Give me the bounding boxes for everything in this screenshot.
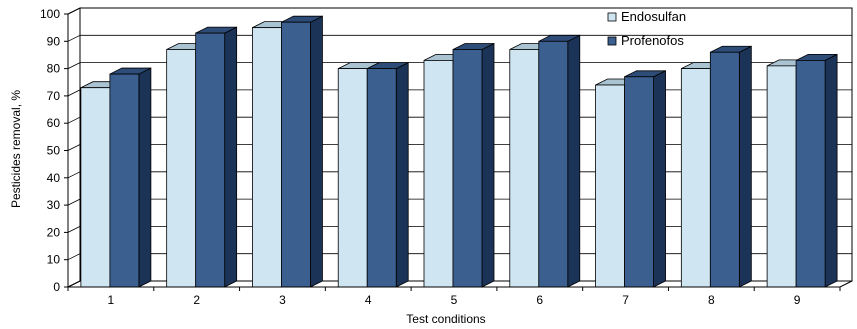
y-tick-label: 10	[47, 253, 61, 267]
x-tick-label: 1	[108, 293, 115, 307]
bar-side	[653, 70, 666, 288]
gridline-side	[67, 7, 81, 15]
x-tick-label: 7	[622, 293, 629, 307]
x-tick-label: 2	[193, 293, 200, 307]
gridline-side	[67, 253, 81, 261]
bar-side	[481, 42, 495, 288]
bar	[452, 42, 495, 288]
legend-swatch	[607, 12, 617, 22]
gridline-side	[67, 198, 81, 206]
y-tick-label: 50	[47, 144, 61, 158]
y-tick-label: 90	[47, 34, 61, 48]
y-tick-label: 60	[47, 116, 61, 130]
bar	[538, 34, 581, 288]
bar	[366, 61, 409, 288]
y-tick-label: 30	[47, 198, 61, 212]
bar-side	[310, 15, 323, 288]
bar-front	[80, 87, 111, 288]
x-tick-label: 3	[279, 293, 286, 307]
bar-front	[109, 73, 140, 288]
y-tick-label: 20	[47, 225, 61, 239]
bar-side	[395, 61, 409, 288]
bar-front	[423, 60, 454, 288]
x-tick-label: 9	[794, 293, 801, 307]
gridline-side	[67, 62, 81, 69]
bar	[109, 67, 152, 288]
gridline-side	[67, 226, 81, 233]
bar-side	[224, 26, 238, 288]
bar	[195, 26, 238, 288]
gridline-side	[67, 280, 81, 288]
legend-label: Endosulfan	[621, 9, 686, 24]
bar-front	[709, 51, 740, 288]
y-tick-label: 0	[53, 280, 60, 294]
bar-front	[252, 27, 282, 288]
bar-front	[795, 60, 826, 288]
x-tick-label: 6	[536, 293, 543, 307]
bar-side	[738, 45, 752, 288]
legend-swatch	[607, 36, 617, 46]
bar	[624, 70, 666, 288]
y-tick-label: 70	[47, 89, 61, 103]
y-tick-label: 80	[47, 62, 61, 76]
legend-label: Profenofos	[621, 33, 684, 48]
bar-front	[680, 68, 711, 288]
x-tick-label: 4	[365, 293, 372, 307]
x-axis-title: Test conditions	[406, 312, 485, 326]
x-tick-label: 8	[708, 293, 715, 307]
y-tick-label: 40	[47, 171, 61, 185]
bar-front	[766, 65, 797, 288]
axes-group: 0 10 20 30 40 50 60 70 80 90 100 1 2 3 4 5 6 7 8 9	[40, 7, 841, 307]
bars-group	[80, 15, 838, 288]
bar	[281, 15, 323, 288]
bar-front	[166, 49, 197, 288]
bar-side	[138, 67, 152, 288]
bar-front	[366, 68, 397, 288]
bar-front	[195, 32, 226, 288]
bar-side	[567, 34, 581, 288]
bar-front	[509, 49, 540, 288]
gridline-side	[67, 144, 81, 151]
y-tick-label: 100	[40, 7, 60, 21]
bar-front	[452, 49, 483, 288]
bar-side	[824, 53, 838, 288]
bar	[795, 53, 838, 288]
bar-front	[595, 84, 625, 288]
bar-front	[538, 40, 569, 288]
legend: Endosulfan Profenofos	[607, 9, 686, 48]
bar	[709, 45, 752, 288]
gridline-side	[67, 89, 81, 97]
bar-front	[624, 76, 654, 288]
gridline-side	[67, 171, 81, 179]
bar-front	[337, 68, 368, 288]
x-tick-label: 5	[451, 293, 458, 307]
gridline-side	[67, 116, 81, 124]
bar-front	[281, 21, 311, 288]
y-axis-title: Pesticides removal, %	[9, 90, 23, 208]
gridline-side	[67, 34, 81, 42]
